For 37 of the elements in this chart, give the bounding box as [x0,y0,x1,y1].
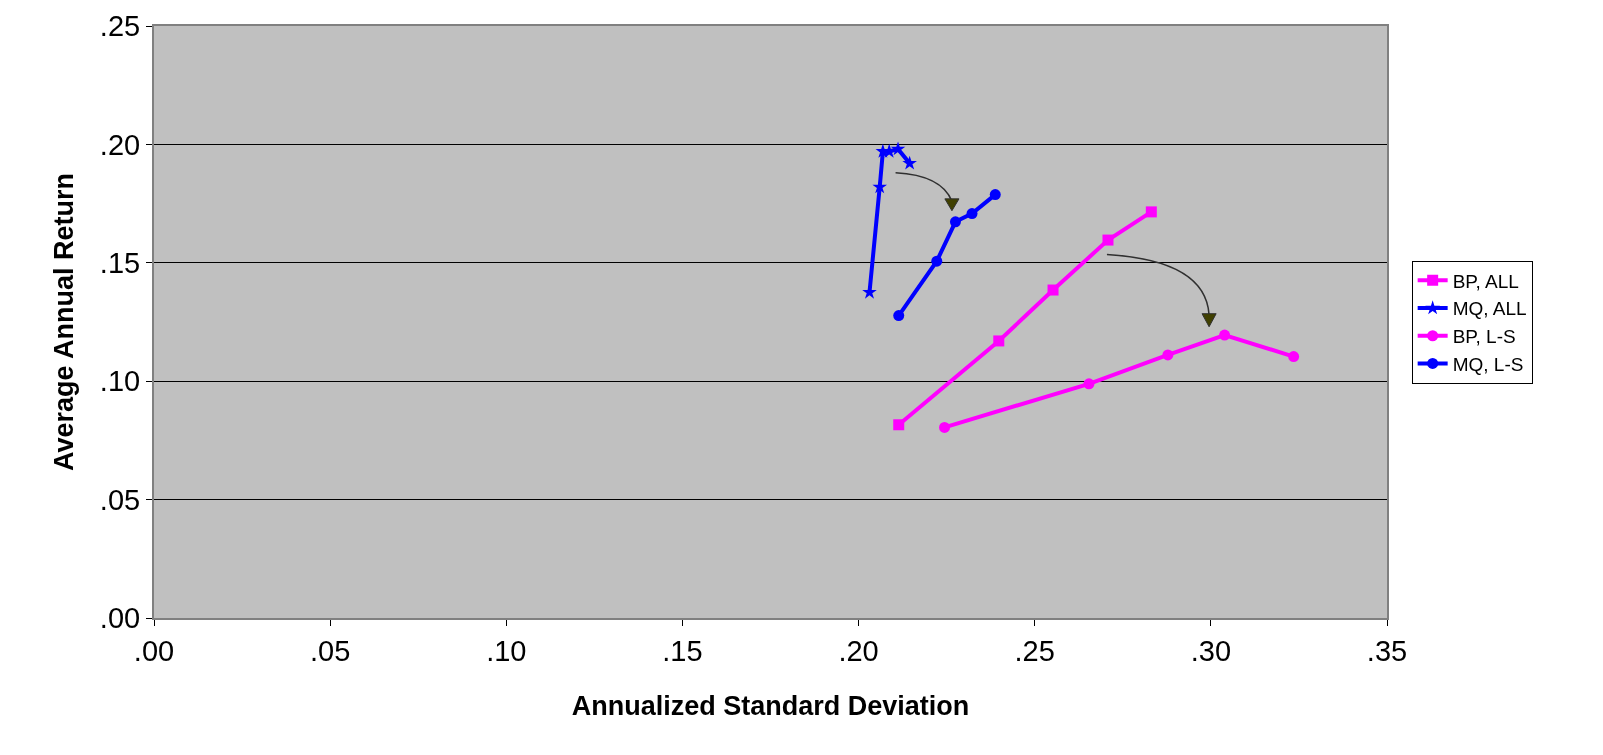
legend-label: MQ, ALL [1452,298,1527,320]
legend-label: MQ, L-S [1452,353,1524,375]
point [1083,378,1095,390]
y-tick-label: .15 [99,246,141,279]
point [931,255,943,267]
point [1162,349,1174,361]
point [1288,351,1300,363]
y-axis-title: Average Annual Return [49,172,80,472]
x-tick-label: .05 [309,634,351,667]
point [893,419,905,431]
y-tick-label: .25 [99,10,141,43]
point [1047,284,1059,296]
point [993,335,1005,347]
x-tick-label: .30 [1190,634,1232,667]
point [902,155,917,170]
point [939,421,951,433]
x-tick-label: .25 [1014,634,1055,667]
point [1219,329,1231,341]
x-tick-label: .15 [662,634,703,667]
point [893,310,905,322]
x-axis-title: Annualized Standard Deviation [571,690,970,721]
point [890,141,906,156]
legend-label: BP, ALL [1452,270,1519,292]
x-tick-label: .00 [133,634,175,667]
point [1145,206,1157,218]
point [949,216,961,228]
point [1102,234,1114,246]
x-tick-label: .35 [1366,634,1408,667]
y-tick-label: .20 [99,128,141,161]
point [966,208,978,220]
point [989,189,1001,201]
x-tick-label: .10 [486,634,527,667]
legend-label: BP, L-S [1452,326,1516,348]
x-tick-label: .20 [838,634,879,667]
y-tick-label: .10 [99,365,141,398]
y-tick-label: .00 [99,602,141,635]
y-tick-label: .05 [99,483,141,516]
